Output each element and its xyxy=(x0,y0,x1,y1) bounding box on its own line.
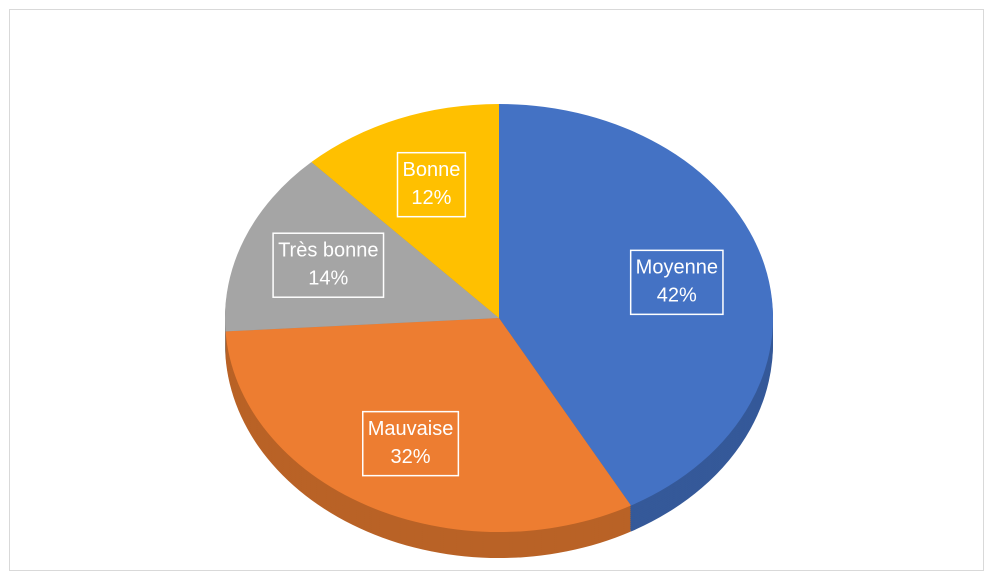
label-category: Bonne xyxy=(402,159,460,181)
data-label: Très bonne 14% xyxy=(272,232,385,298)
label-box xyxy=(272,232,385,298)
label-value: 14% xyxy=(308,267,348,289)
data-label: Bonne 12% xyxy=(396,151,467,218)
data-label: Mauvaise 32% xyxy=(362,410,460,477)
data-label: Moyenne 42% xyxy=(629,249,724,316)
label-category: Mauvaise xyxy=(368,418,454,440)
label-value: 32% xyxy=(391,446,431,468)
label-value: 42% xyxy=(657,285,697,307)
label-category: Très bonne xyxy=(278,239,378,261)
label-box xyxy=(396,151,467,218)
label-value: 12% xyxy=(411,187,451,209)
label-category: Moyenne xyxy=(636,257,718,279)
label-box xyxy=(362,410,460,477)
label-box xyxy=(629,249,724,316)
